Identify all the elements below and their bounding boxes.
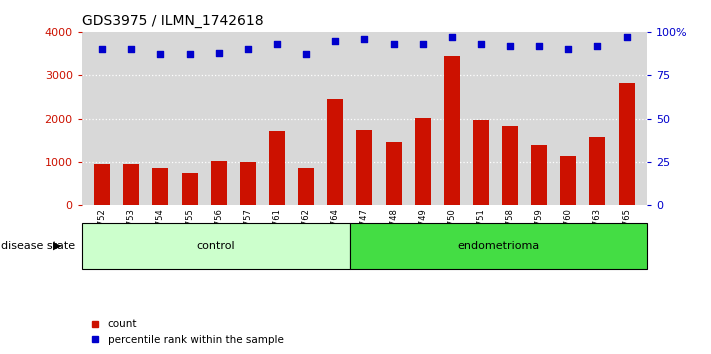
Text: ▶: ▶ <box>53 241 62 251</box>
Point <box>475 41 486 47</box>
Bar <box>123 164 139 205</box>
Bar <box>82 223 350 269</box>
Text: endometrioma: endometrioma <box>457 241 540 251</box>
Point <box>417 41 428 47</box>
Point <box>184 52 196 57</box>
Point <box>387 41 399 47</box>
Bar <box>181 173 198 205</box>
Bar <box>298 167 314 205</box>
Bar <box>531 145 547 205</box>
Point <box>126 46 137 52</box>
Bar <box>269 131 285 205</box>
Point <box>562 46 574 52</box>
Legend: count, percentile rank within the sample: count, percentile rank within the sample <box>87 315 288 349</box>
Point <box>359 36 370 42</box>
Point <box>533 43 545 48</box>
Point <box>213 50 225 56</box>
Bar <box>152 168 169 205</box>
Text: disease state: disease state <box>1 241 75 251</box>
Point <box>242 46 254 52</box>
Bar <box>350 223 647 269</box>
Bar <box>560 156 577 205</box>
Point <box>155 52 166 57</box>
Bar <box>385 142 402 205</box>
Bar <box>589 137 606 205</box>
Bar <box>473 120 489 205</box>
Text: GDS3975 / ILMN_1742618: GDS3975 / ILMN_1742618 <box>82 14 263 28</box>
Bar <box>210 161 227 205</box>
Bar <box>240 162 256 205</box>
Bar <box>444 56 460 205</box>
Text: control: control <box>196 241 235 251</box>
Point <box>97 46 108 52</box>
Bar <box>356 130 373 205</box>
Point <box>446 34 457 40</box>
Bar <box>415 118 431 205</box>
Point <box>504 43 515 48</box>
Bar <box>94 164 110 205</box>
Bar <box>502 126 518 205</box>
Bar <box>327 99 343 205</box>
Point <box>272 41 283 47</box>
Point <box>301 52 312 57</box>
Point <box>592 43 603 48</box>
Point <box>621 34 632 40</box>
Point <box>330 38 341 44</box>
Bar <box>619 84 635 205</box>
